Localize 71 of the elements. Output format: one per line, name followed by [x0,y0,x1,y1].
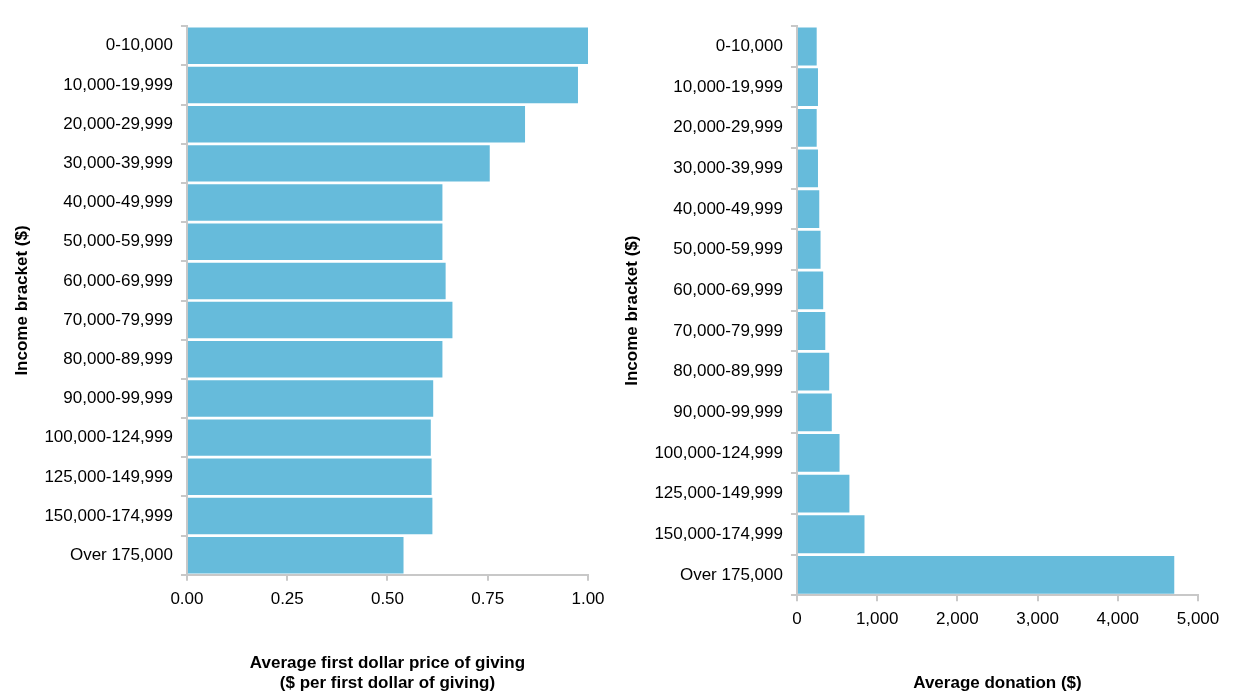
y-tick-label: 90,000-99,999 [63,388,173,408]
y-tick-label: 150,000-174,999 [654,523,783,543]
x-tick-label: 0.25 [270,588,304,608]
bar [187,27,588,65]
y-tick-label: Over 175,000 [679,564,783,584]
y-tick-label: 60,000-69,999 [673,280,783,300]
bar [187,536,404,574]
bar [187,105,526,143]
bar [187,301,453,339]
bar [797,68,818,107]
x-tick-label: 3,000 [1016,609,1059,629]
bar [797,434,840,472]
y-tick-label: 90,000-99,999 [673,401,783,421]
x-tick-label: 0 [792,609,802,629]
x-tick-label: 5,000 [1176,609,1220,629]
y-tick-label: 150,000-174,999 [44,505,173,525]
bar [797,190,820,228]
bar [797,555,1175,594]
bar [797,474,850,513]
x-tick-label: 2,000 [936,609,979,629]
bar [187,145,490,182]
y-tick-label: 125,000-149,999 [44,466,173,486]
y-tick-label: 0-10,000 [715,36,783,56]
bar [797,515,865,554]
y-tick-label: 100,000-124,999 [44,427,173,447]
bar [187,380,434,417]
x-tick-label: 4,000 [1096,609,1140,629]
bar [797,108,817,147]
bar [797,27,817,66]
x-tick-label: 0.50 [370,588,405,608]
y-tick-label: 10,000-19,999 [63,74,173,94]
bar [797,352,830,391]
bar [187,262,446,300]
x-tick-label: 1,000 [855,609,899,629]
y-tick-label: 125,000-149,999 [654,483,783,503]
x-axis-title: Average first dollar price of giving ($ per first dollar of giving) [249,653,526,693]
y-tick-label: 30,000-39,999 [673,158,783,178]
bar [797,149,818,188]
bar [797,271,824,310]
bar [797,312,826,350]
bar [187,458,432,496]
y-tick-label: 60,000-69,999 [63,270,173,290]
y-tick-label: Over 175,000 [69,544,173,564]
bar [187,341,443,378]
y-tick-label: 20,000-29,999 [63,113,173,133]
y-tick-label: 40,000-49,999 [673,198,783,218]
y-axis-title: Income bracket ($) [621,235,641,386]
y-tick-label: 70,000-79,999 [63,309,173,329]
x-tick-label: 0.00 [170,588,204,608]
bar [797,393,832,432]
bar [797,230,821,269]
y-tick-label: 50,000-59,999 [63,231,173,251]
y-tick-label: 20,000-29,999 [673,117,783,137]
y-tick-label: 30,000-39,999 [63,153,173,173]
y-tick-label: 100,000-124,999 [654,442,783,462]
y-tick-label: 50,000-59,999 [673,239,783,259]
y-tick-label: 80,000-89,999 [63,348,173,368]
y-tick-label: 80,000-89,999 [673,361,783,381]
y-tick-label: 40,000-49,999 [63,192,173,212]
y-tick-label: 0-10,000 [105,35,173,55]
bar [187,497,433,535]
bar [187,223,443,260]
y-tick-label: 10,000-19,999 [673,76,783,96]
y-axis-title: Income bracket ($) [11,225,31,376]
x-tick-label: 1.00 [571,588,605,608]
y-tick-label: 70,000-79,999 [673,320,783,340]
x-axis-title: Average donation ($) [913,673,1082,693]
bar [187,66,578,104]
x-tick-label: 0.75 [471,588,505,608]
bar [187,419,431,456]
bar [187,184,443,221]
